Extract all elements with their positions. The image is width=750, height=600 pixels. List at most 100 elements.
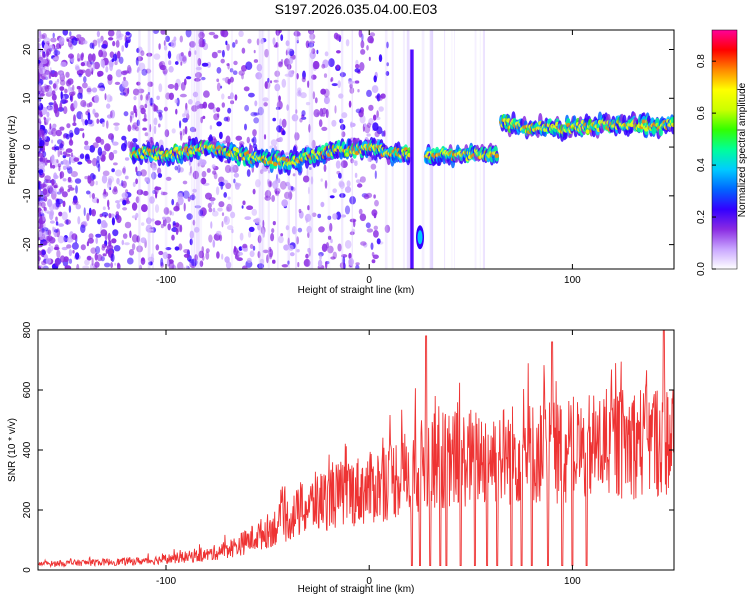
noise-speckle: [285, 40, 290, 47]
noise-speckle: [144, 132, 149, 137]
noise-speckle: [226, 63, 230, 67]
noise-speckle: [50, 37, 57, 43]
noise-speckle: [320, 88, 327, 95]
noise-speckle: [287, 260, 290, 265]
noise-speckle: [242, 200, 246, 206]
noise-speckle: [50, 155, 55, 165]
noise-speckle: [84, 119, 89, 126]
noise-speckle: [264, 48, 269, 58]
noise-speckle: [114, 125, 119, 132]
noise-speckle: [71, 37, 78, 46]
noise-speckle: [293, 30, 301, 37]
noise-speckle: [221, 102, 225, 108]
noise-speckle: [246, 169, 251, 177]
noise-speckle: [244, 216, 252, 221]
noise-speckle: [256, 38, 260, 46]
noise-speckle: [307, 232, 310, 238]
noise-speckle: [74, 178, 82, 184]
noise-speckle: [78, 73, 82, 78]
noise-speckle: [223, 116, 229, 122]
colorbar-label: Normalized spectral amplitude: [737, 82, 748, 217]
noise-speckle: [82, 220, 87, 225]
noise-speckle: [351, 160, 358, 164]
noise-speckle: [51, 127, 57, 137]
noise-speckle: [238, 30, 244, 37]
noise-speckle: [96, 254, 103, 262]
noise-speckle: [110, 262, 113, 269]
noise-speckle: [221, 93, 225, 100]
noise-speckle: [188, 259, 194, 263]
noise-speckle: [89, 42, 94, 49]
noise-speckle: [216, 67, 222, 74]
noise-speckle: [118, 56, 124, 64]
noise-speckle: [264, 81, 268, 89]
noise-speckle: [374, 199, 379, 207]
noise-speckle: [151, 171, 157, 180]
noise-speckle: [39, 62, 44, 69]
noise-speckle: [84, 175, 89, 180]
noise-speckle: [153, 105, 159, 112]
noise-speckle: [102, 253, 107, 257]
noise-speckle: [262, 97, 269, 102]
noise-speckle: [266, 254, 269, 264]
noise-speckle: [144, 177, 148, 182]
ridge-mark: [494, 153, 499, 159]
y-tick-label: -10: [22, 188, 33, 203]
noise-speckle: [115, 169, 122, 177]
noise-speckle: [272, 180, 279, 190]
noise-speckle: [360, 49, 366, 55]
noise-speckle: [101, 44, 108, 49]
noise-speckle: [163, 207, 170, 215]
noise-speckle: [141, 68, 148, 76]
noise-speckle: [321, 243, 328, 252]
noise-speckle: [330, 238, 333, 244]
noise-speckle: [296, 36, 299, 43]
noise-speckle: [221, 49, 225, 58]
noise-speckle: [297, 87, 302, 94]
noise-speckle: [39, 236, 44, 240]
noise-speckle: [198, 250, 205, 259]
noise-speckle: [62, 30, 69, 36]
noise-speckle: [40, 183, 47, 188]
noise-speckle: [86, 212, 90, 222]
noise-speckle: [66, 80, 72, 87]
snr-background: [38, 330, 674, 570]
noise-speckle: [38, 122, 41, 131]
noise-speckle: [133, 96, 137, 101]
noise-speckle: [246, 136, 250, 144]
noise-speckle: [355, 179, 362, 184]
noise-speckle: [90, 247, 97, 254]
noise-speckle: [94, 252, 98, 261]
noise-speckle: [195, 72, 202, 79]
noise-speckle: [38, 85, 42, 94]
noise-speckle: [289, 252, 295, 257]
noise-speckle: [61, 246, 68, 251]
noise-speckle: [213, 113, 220, 121]
noise-speckle: [368, 56, 371, 62]
noise-speckle: [264, 81, 271, 89]
noise-speckle: [69, 31, 72, 37]
noise-speckle: [101, 243, 107, 249]
noise-speckle: [311, 139, 316, 149]
noise-speckle: [42, 188, 48, 196]
noise-speckle: [277, 178, 281, 184]
noise-speckle: [72, 122, 77, 126]
noise-speckle: [54, 144, 57, 152]
noise-speckle: [53, 100, 57, 108]
noise-speckle: [241, 47, 246, 54]
noise-speckle: [210, 200, 214, 205]
noise-speckle: [38, 265, 41, 269]
noise-speckle: [254, 100, 258, 107]
noise-speckle: [339, 193, 346, 198]
noise-speckle: [63, 236, 66, 243]
noise-speckle: [156, 95, 160, 101]
noise-speckle: [38, 169, 44, 174]
noise-speckle: [54, 258, 60, 267]
noise-speckle: [125, 31, 131, 36]
noise-speckle: [107, 30, 115, 37]
noise-speckle: [221, 253, 224, 260]
noise-speckle: [366, 133, 371, 137]
noise-speckle: [285, 225, 290, 231]
noise-speckle: [124, 242, 130, 246]
colorbar-tick-label: 0.2: [696, 210, 707, 224]
